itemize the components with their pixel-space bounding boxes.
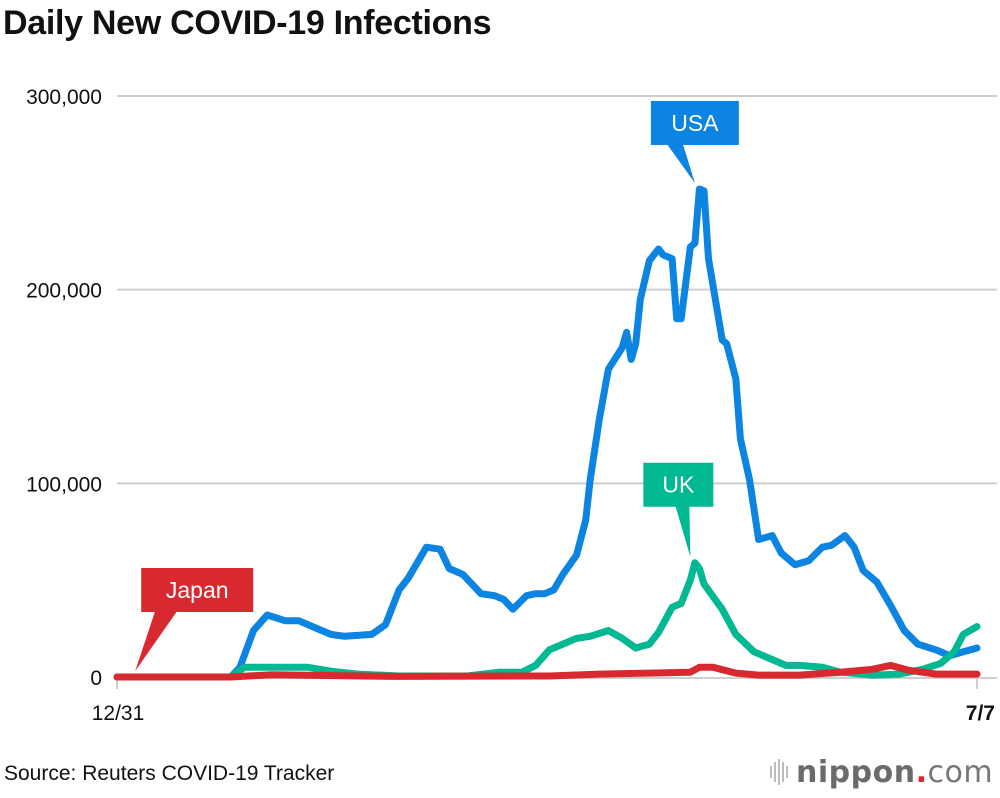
series-lines [113,185,981,681]
sound-bars-icon [770,759,788,785]
logo-main-text: nippon [796,754,916,790]
callout-uk: UK [643,462,714,557]
y-tick-label: 0 [90,667,102,690]
callout-pointer [675,505,691,557]
callout-usa: USA [650,100,739,183]
chart-title: Daily New COVID-19 Infections [3,4,492,42]
series-line-usa [113,185,981,681]
callout-japan: Japan [135,568,254,671]
nippon-com-logo: nippon.com [770,752,993,792]
y-tick-label: 200,000 [26,280,102,303]
callout-label: USA [671,110,719,136]
y-tick-label: 100,000 [26,473,102,496]
logo-dot: . [915,754,928,790]
x-tick-label: 12/31 [92,702,145,725]
series-callouts: USA UK Japan [135,100,739,671]
callout-pointer [135,611,178,671]
line-chart: 0 100,000 200,000 300,000 12/31 7/7 USA UK Jap… [26,86,997,725]
x-tick-label: 7/7 [966,702,995,725]
callout-box [650,100,739,145]
y-tick-label: 300,000 [26,86,102,109]
source-note: Source: Reuters COVID-19 Tracker [4,762,335,785]
y-axis-tick-labels: 0 100,000 200,000 300,000 [26,86,102,690]
callout-box [141,568,254,612]
series-line-japan [113,661,981,681]
x-axis-ticks: 12/31 7/7 [92,678,995,725]
callout-box [643,462,714,507]
callout-label: UK [662,472,695,498]
callout-label: Japan [166,577,229,603]
logo-suffix: com [927,754,994,790]
callout-pointer [666,143,695,183]
